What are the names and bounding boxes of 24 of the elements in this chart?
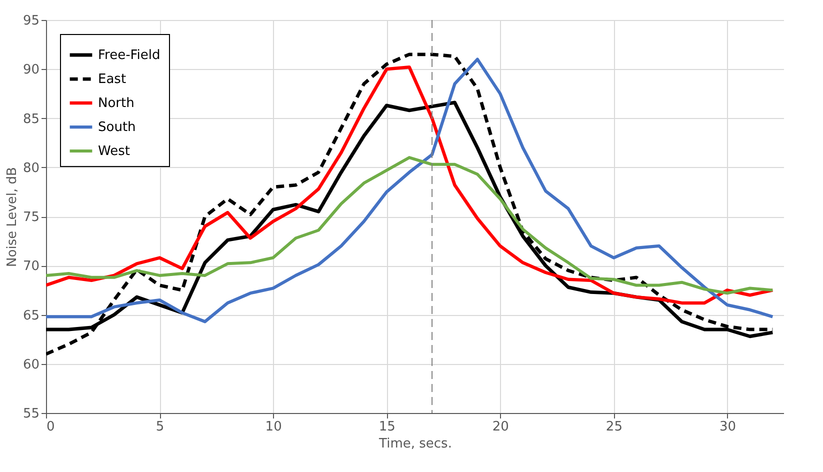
x-tick-label: 5 <box>156 420 164 434</box>
x-tick-label: 20 <box>492 420 509 434</box>
y-tick-label: 70 <box>22 259 40 274</box>
y-tick-label: 65 <box>22 308 40 324</box>
y-tick-label: 95 <box>22 14 40 28</box>
x-tick-label: 0 <box>46 420 55 434</box>
y-tick-label: 75 <box>22 210 40 225</box>
legend-label: West <box>98 144 130 159</box>
y-tick-label: 60 <box>22 357 40 372</box>
y-axis-title: Noise Level, dB <box>4 167 20 267</box>
y-tick-label: 90 <box>22 62 40 78</box>
x-axis-title: Time, secs. <box>378 436 452 452</box>
x-tick-label: 30 <box>719 420 736 434</box>
x-tick-label: 25 <box>606 420 622 434</box>
legend-label: Free-Field <box>98 48 160 63</box>
legend-label: East <box>98 72 126 87</box>
y-tick-label: 55 <box>22 406 40 422</box>
legend-label: North <box>98 96 134 111</box>
x-tick-label: 10 <box>265 420 282 434</box>
x-tick-label: 15 <box>378 420 396 434</box>
line-series <box>46 156 774 295</box>
y-tick-label: 80 <box>22 160 40 176</box>
legend-label: South <box>98 120 136 135</box>
y-tick-label: 85 <box>22 112 40 127</box>
